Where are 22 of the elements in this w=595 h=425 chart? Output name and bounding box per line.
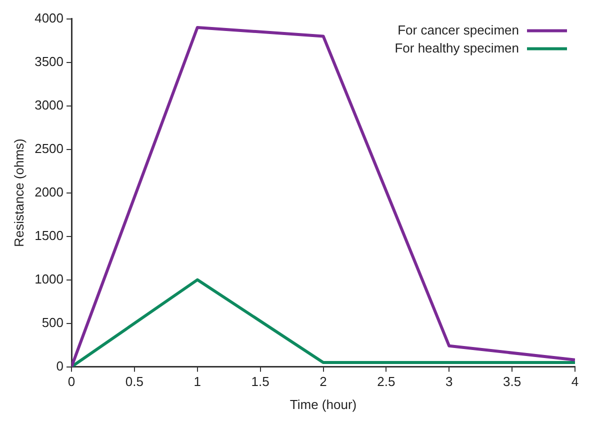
x-tick-label: 0	[68, 374, 76, 390]
x-tick-label: 3.5	[503, 374, 522, 390]
x-tick-label: 4	[571, 374, 579, 390]
x-tick-label: 0.5	[125, 374, 144, 390]
x-tick-label: 2.5	[377, 374, 396, 390]
x-tick-label: 1.5	[251, 374, 270, 390]
y-tick-label: 1500	[34, 228, 64, 243]
legend-label: For cancer specimen	[398, 22, 519, 38]
y-tick-label: 2000	[34, 184, 64, 200]
x-tick-label: 3	[446, 374, 453, 390]
y-tick-label: 3500	[34, 54, 64, 69]
y-tick-label: 1000	[34, 271, 64, 286]
y-tick-label: 2500	[34, 140, 64, 156]
x-tick-label: 1	[194, 374, 202, 390]
x-tick-label: 2	[320, 374, 327, 390]
y-tick-label: 3000	[34, 97, 64, 112]
legend-label: For healthy specimen	[394, 40, 519, 56]
y-tick-label: 500	[42, 314, 64, 330]
y-axis-title: Resistance (ohms)	[11, 138, 26, 247]
y-tick-label: 4000	[34, 10, 64, 26]
y-tick-label: 0	[56, 358, 64, 374]
x-axis-title: Time (hour)	[290, 396, 357, 412]
